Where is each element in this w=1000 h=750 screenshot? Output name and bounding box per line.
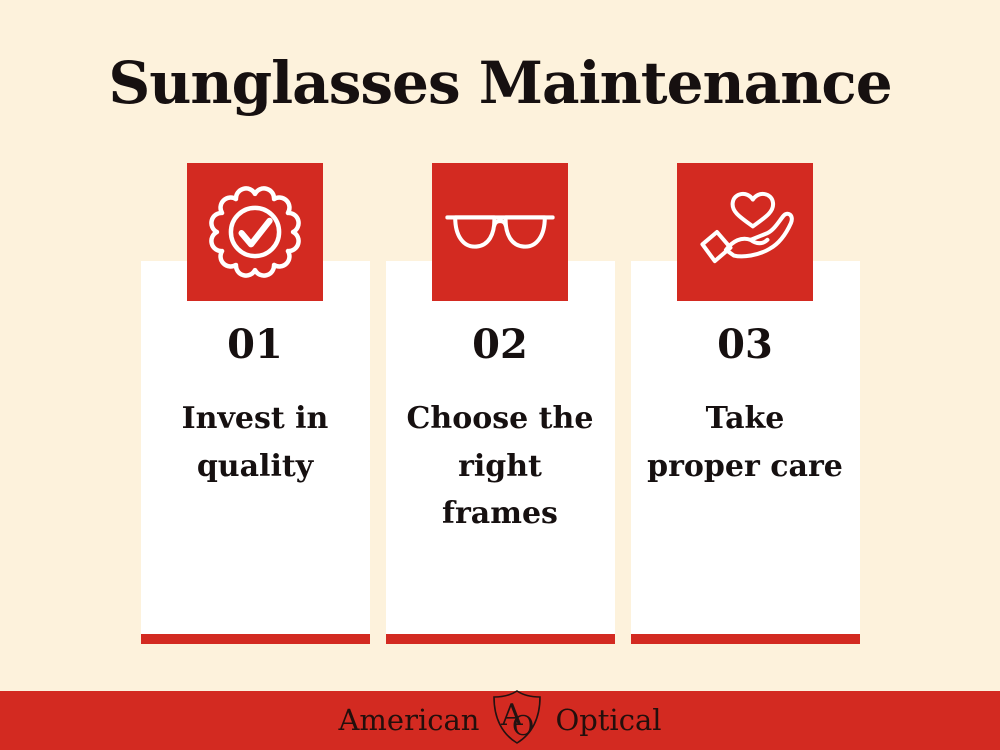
ao-shield-logo: A O: [493, 689, 542, 744]
step-3-icon-tile: [677, 163, 813, 302]
step-2-icon-tile: [432, 163, 568, 302]
step-2-card: 02 Choose the right frames: [385, 261, 615, 645]
step-column-3: 03 Take proper care: [630, 163, 860, 645]
step-1-icon-tile: [187, 163, 323, 302]
logo-letter-a: A: [500, 698, 523, 733]
step-1-number: 01: [227, 321, 283, 369]
step-2-label: Choose the right frames: [406, 401, 594, 532]
step-1-card: 01 Invest in quality: [140, 261, 370, 645]
step-column-1: 01 Invest in quality: [140, 163, 370, 645]
step-3-card: 03 Take proper care: [630, 261, 860, 645]
step-column-2: 02 Choose the right frames: [385, 163, 615, 645]
step-1-label: Invest in quality: [181, 401, 329, 484]
brand-word-american: American: [338, 703, 480, 737]
sunglasses-icon: [445, 215, 555, 249]
quality-badge-icon: [209, 186, 301, 279]
step-3-number: 03: [717, 321, 773, 369]
page-title: Sunglasses Maintenance: [108, 49, 892, 117]
step-3-label: Take proper care: [647, 401, 843, 484]
footer-brand-bar: American A O Optical: [0, 689, 1000, 750]
hand-heart-icon: [700, 192, 794, 264]
step-2-number: 02: [472, 321, 528, 369]
brand-word-optical: Optical: [555, 703, 662, 737]
logo-letter-o: O: [512, 711, 534, 742]
steps-row: 01 Invest in quality 02 Choose the right…: [0, 163, 1000, 645]
